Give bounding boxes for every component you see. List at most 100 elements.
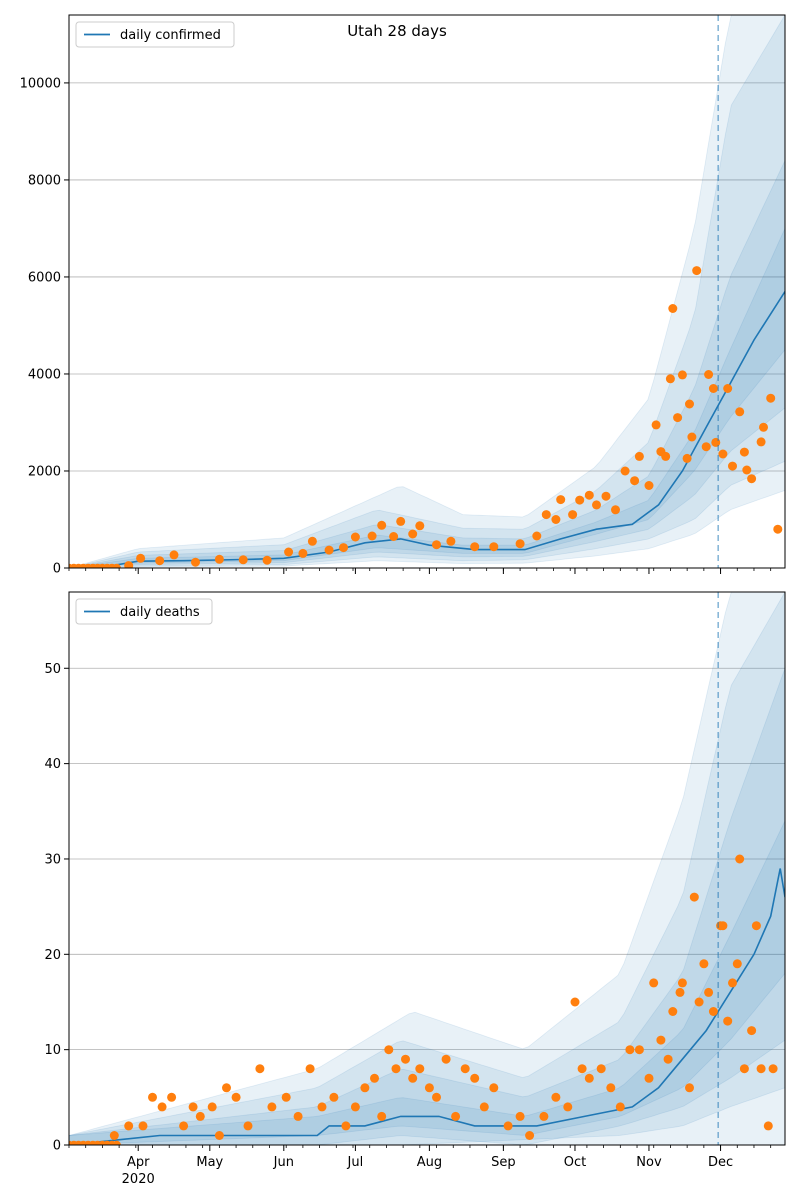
legend-box xyxy=(75,21,235,48)
observed-point xyxy=(644,1073,654,1083)
observed-point xyxy=(389,532,399,541)
observed-point xyxy=(665,374,675,384)
observed-point xyxy=(728,461,737,471)
observed-point xyxy=(446,536,456,546)
observed-point xyxy=(673,413,683,423)
observed-point xyxy=(360,1083,370,1093)
observed-point xyxy=(167,1092,177,1102)
observed-point xyxy=(570,997,580,1007)
observed-point xyxy=(377,520,387,530)
observed-point xyxy=(489,542,499,552)
observed-point xyxy=(556,495,566,505)
observed-point xyxy=(687,432,697,442)
x-month-label: Sep xyxy=(491,1155,516,1170)
observed-point xyxy=(432,540,441,550)
observed-point xyxy=(563,1102,573,1112)
observed-point xyxy=(747,474,757,484)
observed-point xyxy=(759,422,768,432)
legend-label: daily deaths xyxy=(120,605,200,620)
observed-point xyxy=(350,532,360,542)
observed-point xyxy=(112,1140,121,1145)
observed-point xyxy=(692,266,702,276)
observed-point xyxy=(479,1102,489,1112)
observed-point xyxy=(155,556,165,566)
x-month-label: Jul xyxy=(347,1155,364,1170)
observed-point xyxy=(630,476,640,486)
observed-point xyxy=(503,1121,513,1131)
observed-point xyxy=(656,1035,666,1045)
observed-point xyxy=(694,997,704,1007)
observed-point xyxy=(634,1045,644,1055)
observed-point xyxy=(262,555,272,565)
observed-point xyxy=(663,1054,673,1064)
observed-point xyxy=(179,1121,189,1131)
uncertainty-band xyxy=(69,592,785,1145)
observed-point xyxy=(551,515,561,524)
observed-point xyxy=(575,495,585,505)
observed-point xyxy=(207,1102,217,1112)
observed-point xyxy=(711,437,721,447)
x-month-label: Apr xyxy=(127,1155,150,1170)
legend-box xyxy=(75,598,213,625)
observed-point xyxy=(377,1111,387,1121)
observed-point xyxy=(723,384,733,393)
legend-label: daily confirmed xyxy=(120,28,221,43)
observed-point xyxy=(661,451,671,461)
observed-point xyxy=(267,1102,277,1112)
observed-point xyxy=(551,1092,561,1102)
observed-point xyxy=(109,1131,119,1140)
observed-point xyxy=(675,987,685,997)
observed-point xyxy=(255,1064,265,1074)
y-tick-label: 2000 xyxy=(28,464,61,479)
observed-point xyxy=(324,545,334,555)
observed-point xyxy=(592,500,601,510)
observed-point xyxy=(238,555,248,565)
observed-point xyxy=(384,1045,394,1055)
observed-point xyxy=(739,447,749,457)
uncertainty-band xyxy=(69,668,785,1145)
observed-point xyxy=(284,547,294,557)
observed-point xyxy=(112,563,121,568)
observed-point xyxy=(682,453,692,463)
observed-point xyxy=(701,442,711,452)
x-month-label: Aug xyxy=(417,1155,442,1170)
observed-point xyxy=(470,542,480,552)
observed-point xyxy=(601,491,611,501)
observed-point xyxy=(470,1073,480,1083)
observed-point xyxy=(685,399,694,409)
observed-point xyxy=(541,510,551,520)
observed-point xyxy=(441,1054,451,1064)
observed-point xyxy=(577,1064,587,1074)
observed-point xyxy=(768,1064,778,1074)
observed-point xyxy=(148,1092,157,1102)
legend: daily confirmed xyxy=(75,21,235,48)
observed-point xyxy=(169,550,179,560)
chart-title: Utah 28 days xyxy=(347,22,447,40)
observed-point xyxy=(222,1083,231,1093)
observed-point xyxy=(739,1064,749,1074)
observed-point xyxy=(191,557,200,567)
observed-point xyxy=(138,1121,148,1131)
observed-point xyxy=(515,539,525,549)
observed-point xyxy=(396,516,406,526)
observed-point xyxy=(367,531,377,541)
observed-point xyxy=(157,1102,167,1112)
observed-point xyxy=(689,892,699,902)
y-tick-label: 30 xyxy=(44,852,61,867)
observed-point xyxy=(584,490,594,500)
observed-point xyxy=(305,1064,315,1074)
observed-point xyxy=(317,1102,327,1112)
observed-point xyxy=(415,521,425,531)
observed-point xyxy=(231,1092,241,1102)
observed-point xyxy=(408,1073,418,1083)
observed-point xyxy=(432,1092,441,1102)
observed-point xyxy=(732,959,742,969)
y-tick-label: 40 xyxy=(44,757,61,772)
y-tick-label: 0 xyxy=(53,1139,61,1154)
axes-frame xyxy=(68,14,786,569)
observed-point xyxy=(539,1111,549,1121)
y-tick-label: 10 xyxy=(44,1043,61,1058)
observed-point xyxy=(644,481,654,490)
x-month-label: Nov xyxy=(636,1155,662,1170)
